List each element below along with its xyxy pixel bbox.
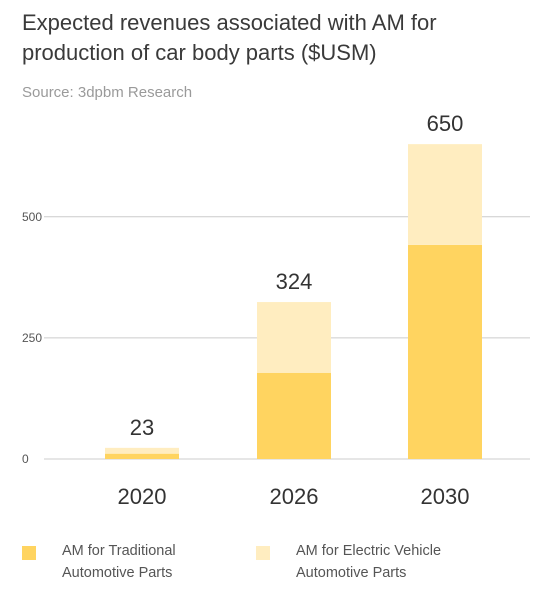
y-tick-label: 250 [22, 331, 42, 345]
legend-swatch-traditional [22, 546, 36, 560]
legend-item-traditional: AM for Traditional Automotive Parts [22, 540, 232, 584]
y-tick-label: 500 [22, 210, 42, 224]
bar-electric-2026 [257, 302, 331, 373]
legend-item-electric: AM for Electric Vehicle Automotive Parts [256, 540, 466, 584]
chart-title: Expected revenues associated with AM for… [22, 10, 437, 65]
x-tick-label: 2030 [421, 484, 470, 509]
bar-traditional-2026 [257, 372, 331, 459]
bar-traditional-2020 [105, 453, 179, 459]
legend-swatch-electric [256, 546, 270, 560]
legend-label-electric: AM for Electric Vehicle Automotive Parts [296, 543, 442, 581]
legend-label-traditional: AM for Traditional Automotive Parts [62, 543, 176, 581]
y-tick-label: 0 [22, 452, 29, 466]
bar-electric-2020 [105, 447, 179, 454]
chart-source: Source: 3dpbm Research [22, 84, 193, 101]
x-tick-label: 2020 [118, 484, 167, 509]
data-label-total: 23 [130, 415, 154, 440]
bar-traditional-2030 [408, 244, 482, 459]
bar-electric-2030 [408, 144, 482, 245]
x-tick-label: 2026 [270, 484, 319, 509]
data-label-total: 324 [276, 269, 313, 294]
data-label-total: 650 [427, 111, 464, 136]
